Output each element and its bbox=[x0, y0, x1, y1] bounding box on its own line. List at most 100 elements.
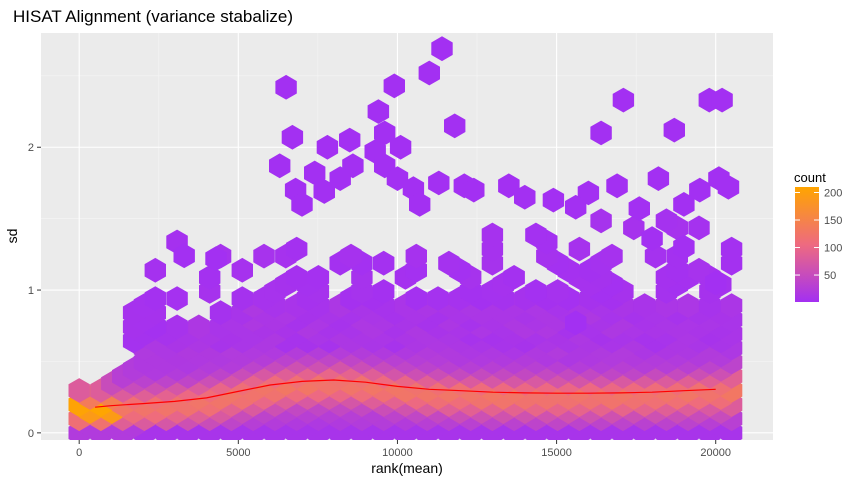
smooth-line bbox=[95, 379, 716, 408]
hexbin-cell bbox=[463, 177, 485, 203]
hexbin-cell bbox=[313, 179, 335, 204]
hexbin-cell bbox=[173, 243, 195, 269]
hexbin-cell bbox=[689, 177, 711, 203]
hexbin-cell bbox=[628, 196, 650, 221]
x-tick-label: 5000 bbox=[226, 447, 250, 459]
hexbin-cell bbox=[307, 265, 330, 290]
hexbin-cell bbox=[546, 279, 569, 304]
hexbin-cell bbox=[144, 286, 166, 311]
hexbin-cell bbox=[383, 73, 405, 99]
hexbin-cell bbox=[339, 127, 361, 153]
hexbin-cell bbox=[565, 194, 587, 220]
hexbin-cell bbox=[166, 314, 188, 340]
hexbin-cell bbox=[590, 208, 612, 234]
legend-label: 200 bbox=[824, 188, 842, 200]
hexbin-cell bbox=[677, 293, 699, 318]
hexbin-cell bbox=[688, 257, 710, 283]
legend-title: count bbox=[794, 170, 826, 185]
hexbin-cell bbox=[705, 270, 727, 296]
x-axis: 0 5000 10000 15000 20000 bbox=[76, 440, 731, 459]
hexbin-cell bbox=[329, 166, 351, 191]
hexbin-cell bbox=[542, 187, 565, 213]
hexbin-cell bbox=[68, 378, 90, 403]
hexbin-cell bbox=[481, 222, 504, 248]
hexbin-cell bbox=[717, 174, 740, 200]
legend-ticks: 50 100 150 200 bbox=[795, 188, 842, 282]
hexbin-cell bbox=[525, 279, 547, 304]
hexbin-cell bbox=[316, 134, 339, 160]
chart-title: HISAT Alignment (variance stabalize) bbox=[13, 7, 293, 26]
hexbin-layer bbox=[68, 36, 743, 440]
hexbin-cell bbox=[253, 243, 275, 269]
hexbin-cell bbox=[514, 184, 536, 210]
hexbin-cell bbox=[409, 192, 431, 217]
hexbin-cell bbox=[231, 257, 253, 283]
hexbin-cell bbox=[428, 170, 450, 196]
hexbin-cell bbox=[291, 192, 313, 217]
hexbin-cell bbox=[374, 120, 396, 146]
hexbin-cell bbox=[568, 236, 591, 262]
hexbin-cell bbox=[209, 300, 232, 326]
hexbin-cell bbox=[720, 236, 743, 262]
hexbin-cell bbox=[663, 117, 685, 143]
hexbin-cell bbox=[373, 279, 395, 304]
hexbin-cell bbox=[673, 192, 695, 217]
hexbin-cell bbox=[633, 293, 656, 318]
hexbin-cell bbox=[720, 293, 743, 318]
hexbin-cell bbox=[418, 60, 440, 86]
y-axis-title: sd bbox=[4, 229, 20, 244]
hexbin-cell bbox=[644, 243, 667, 269]
legend: count 50 100 150 200 bbox=[794, 170, 842, 302]
hexbin-cell bbox=[431, 36, 453, 62]
hexbin-cell bbox=[444, 113, 466, 139]
hexbin-cell bbox=[623, 215, 645, 241]
hexbin-cell bbox=[275, 74, 297, 100]
x-tick-label: 20000 bbox=[700, 447, 731, 459]
hexbin-cell bbox=[655, 208, 678, 234]
hexbin-cell bbox=[269, 153, 291, 179]
hexbin-cell bbox=[438, 250, 460, 276]
hexbin-cell bbox=[188, 314, 210, 340]
hexbin-cell bbox=[612, 87, 635, 113]
hexbin-cell bbox=[367, 99, 390, 124]
hexbin-cell bbox=[601, 243, 623, 269]
hexbin-cell bbox=[673, 234, 695, 260]
hexbin-cell bbox=[590, 120, 612, 146]
hexbin-cell bbox=[389, 134, 412, 160]
legend-label: 150 bbox=[824, 215, 842, 227]
hexbin-cell bbox=[199, 265, 221, 290]
hexbin-cell bbox=[231, 286, 253, 311]
y-axis: 0 1 2 bbox=[28, 142, 41, 440]
legend-label: 100 bbox=[824, 243, 842, 255]
hexbin-cell bbox=[641, 226, 663, 251]
hexbin-cell bbox=[427, 286, 449, 311]
hexbin-cell bbox=[405, 243, 427, 269]
y-tick-label: 2 bbox=[28, 142, 34, 154]
hexbin-cell bbox=[525, 222, 547, 248]
hexbin-cell bbox=[166, 286, 188, 311]
hexbin-cell bbox=[144, 257, 166, 283]
hexbin-cell bbox=[688, 215, 710, 241]
hexbin-cell bbox=[503, 265, 525, 290]
hexbin-cell bbox=[606, 173, 628, 199]
hexbin-cell bbox=[565, 310, 587, 336]
hexbin-cell bbox=[373, 250, 395, 276]
x-axis-title: rank(mean) bbox=[371, 460, 443, 476]
hexbin-cell bbox=[405, 286, 427, 311]
hexbin-cell bbox=[304, 160, 326, 186]
hexbin-cell bbox=[281, 124, 304, 150]
hexbin-cell bbox=[711, 87, 733, 113]
legend-colorbar bbox=[795, 187, 819, 302]
x-tick-label: 0 bbox=[76, 447, 82, 459]
hexbin-cell bbox=[286, 236, 308, 262]
hexbin-cell bbox=[286, 265, 308, 290]
y-tick-label: 0 bbox=[28, 428, 34, 440]
legend-label: 50 bbox=[824, 270, 836, 282]
hexbin-cell bbox=[340, 243, 362, 269]
hexbin-cell bbox=[205, 246, 227, 271]
x-tick-label: 10000 bbox=[382, 447, 413, 459]
hexbin-cell bbox=[647, 166, 670, 191]
y-tick-label: 1 bbox=[28, 285, 34, 297]
x-tick-label: 15000 bbox=[541, 447, 572, 459]
